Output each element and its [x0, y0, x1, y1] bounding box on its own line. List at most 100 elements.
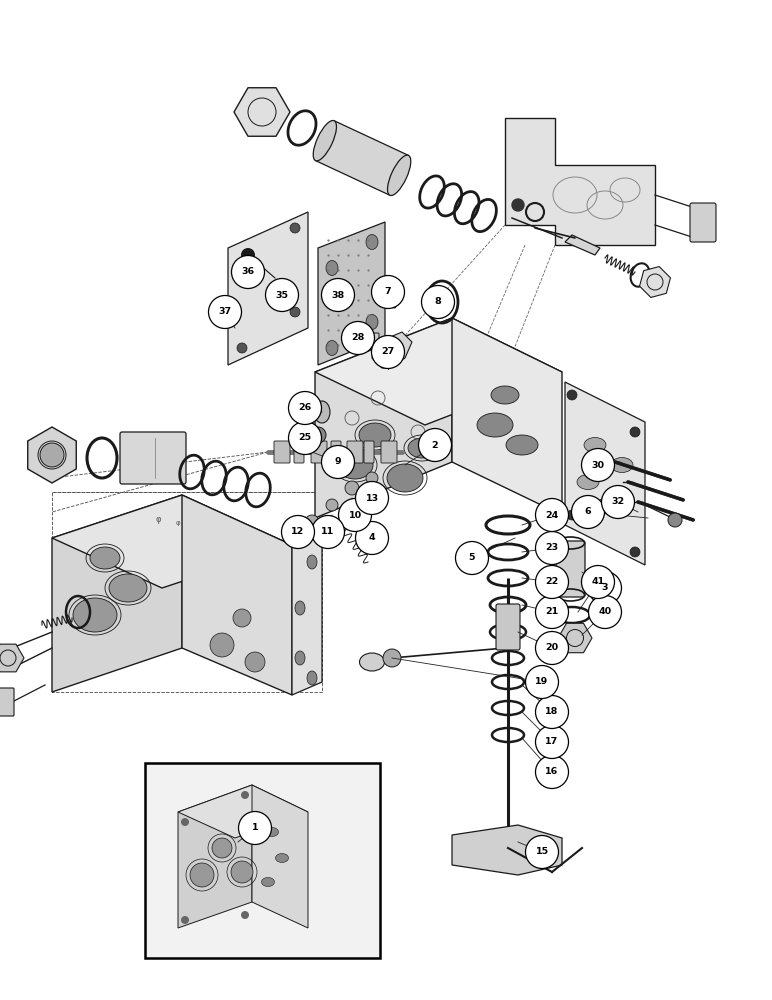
Text: 17: 17	[545, 738, 559, 746]
Polygon shape	[452, 825, 562, 875]
Polygon shape	[565, 235, 600, 255]
FancyBboxPatch shape	[357, 333, 379, 349]
Circle shape	[536, 595, 568, 629]
Ellipse shape	[90, 547, 120, 569]
Circle shape	[371, 275, 405, 308]
Ellipse shape	[326, 260, 338, 275]
Circle shape	[418, 428, 452, 462]
Circle shape	[366, 472, 378, 484]
Circle shape	[567, 390, 577, 400]
Circle shape	[208, 296, 242, 328]
Circle shape	[232, 255, 265, 288]
Circle shape	[311, 516, 344, 548]
Circle shape	[231, 861, 253, 883]
FancyBboxPatch shape	[496, 604, 520, 650]
FancyBboxPatch shape	[0, 688, 14, 716]
Polygon shape	[52, 495, 292, 588]
Ellipse shape	[366, 314, 378, 330]
Text: 8: 8	[435, 298, 442, 306]
Circle shape	[526, 836, 558, 868]
Ellipse shape	[73, 598, 117, 632]
Circle shape	[536, 566, 568, 598]
Circle shape	[239, 812, 272, 844]
FancyBboxPatch shape	[331, 441, 341, 463]
Polygon shape	[315, 318, 452, 518]
Polygon shape	[558, 623, 592, 653]
Circle shape	[181, 916, 189, 924]
Circle shape	[630, 427, 640, 437]
Circle shape	[190, 863, 214, 887]
Polygon shape	[318, 222, 385, 365]
FancyBboxPatch shape	[274, 441, 290, 463]
Text: 10: 10	[348, 511, 361, 520]
Text: 7: 7	[384, 288, 391, 296]
Text: 6: 6	[584, 508, 591, 516]
Ellipse shape	[577, 475, 599, 489]
Circle shape	[536, 632, 568, 664]
FancyBboxPatch shape	[145, 763, 380, 958]
Text: 22: 22	[545, 578, 559, 586]
Text: 11: 11	[321, 528, 334, 536]
Circle shape	[266, 278, 299, 312]
Polygon shape	[0, 644, 24, 672]
Ellipse shape	[477, 413, 513, 437]
Circle shape	[282, 516, 314, 548]
Circle shape	[581, 448, 615, 482]
Circle shape	[383, 649, 401, 667]
FancyBboxPatch shape	[364, 441, 374, 463]
Circle shape	[536, 532, 568, 564]
Circle shape	[305, 515, 319, 529]
Polygon shape	[315, 318, 562, 425]
Polygon shape	[228, 212, 308, 365]
Text: 1: 1	[252, 824, 259, 832]
Circle shape	[422, 286, 455, 318]
Text: 18: 18	[545, 708, 559, 716]
Circle shape	[326, 499, 338, 511]
Ellipse shape	[109, 574, 147, 602]
FancyBboxPatch shape	[381, 441, 397, 463]
Text: 23: 23	[546, 544, 559, 552]
Ellipse shape	[307, 555, 317, 569]
Text: 20: 20	[546, 644, 559, 652]
Circle shape	[668, 513, 682, 527]
Circle shape	[241, 911, 249, 919]
Circle shape	[338, 499, 371, 532]
Ellipse shape	[307, 671, 317, 685]
Ellipse shape	[506, 435, 538, 455]
Circle shape	[345, 481, 359, 495]
Ellipse shape	[359, 423, 391, 447]
FancyBboxPatch shape	[347, 441, 363, 463]
Text: 24: 24	[545, 511, 559, 520]
Ellipse shape	[387, 464, 423, 492]
Polygon shape	[52, 495, 182, 692]
Circle shape	[289, 422, 321, 454]
Text: 3: 3	[601, 584, 608, 592]
Circle shape	[536, 499, 568, 532]
Circle shape	[237, 260, 247, 270]
Circle shape	[355, 482, 388, 515]
Polygon shape	[378, 278, 402, 308]
Text: 38: 38	[331, 290, 344, 300]
Text: 19: 19	[535, 678, 549, 686]
Circle shape	[233, 609, 251, 627]
Text: φ: φ	[155, 515, 161, 524]
Text: 26: 26	[298, 403, 312, 412]
Circle shape	[581, 566, 615, 598]
Circle shape	[512, 199, 524, 211]
Circle shape	[310, 427, 326, 443]
Text: 2: 2	[432, 440, 438, 450]
Text: 32: 32	[611, 497, 625, 506]
Circle shape	[536, 696, 568, 728]
Circle shape	[571, 495, 604, 528]
Ellipse shape	[326, 340, 338, 356]
Ellipse shape	[611, 458, 633, 473]
Circle shape	[567, 510, 577, 520]
Ellipse shape	[313, 120, 337, 161]
Circle shape	[341, 322, 374, 355]
Ellipse shape	[383, 278, 401, 306]
Ellipse shape	[360, 653, 384, 671]
Polygon shape	[639, 267, 670, 297]
Text: 36: 36	[242, 267, 255, 276]
Circle shape	[355, 522, 388, 554]
Text: 28: 28	[351, 334, 364, 342]
